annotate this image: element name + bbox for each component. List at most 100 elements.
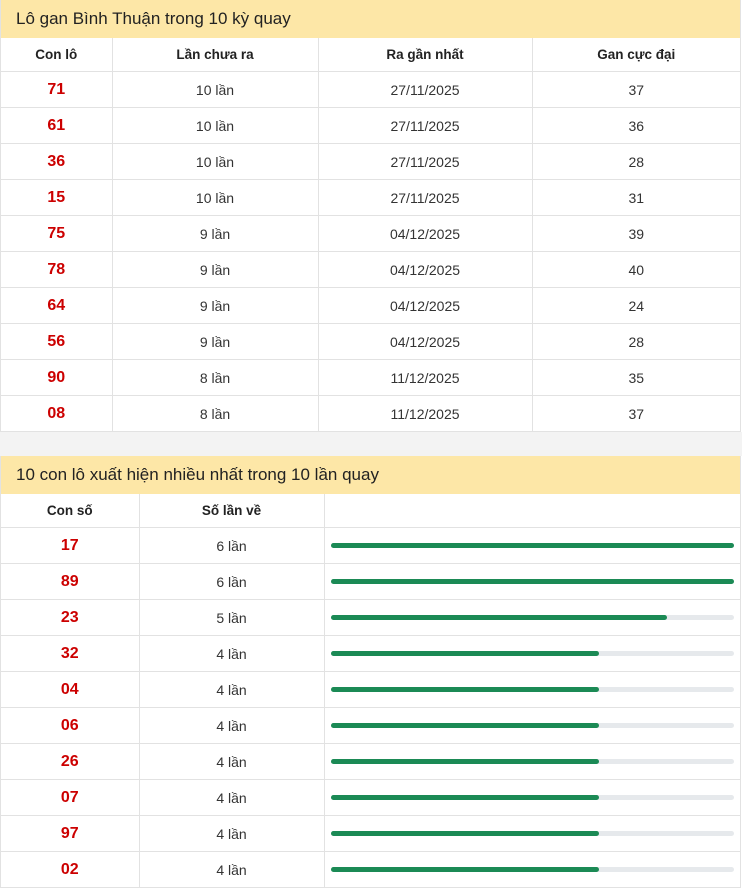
ra-gan-nhat-date: 27/11/2025	[318, 107, 533, 144]
so-number[interactable]: 17	[1, 527, 140, 564]
col-header-con-so: Con số	[1, 494, 140, 528]
frequency-bar-track	[330, 867, 734, 872]
table-row: 90 8 lần 11/12/2025 35	[1, 359, 740, 396]
col-header-con-lo: Con lô	[1, 38, 113, 72]
lo-number[interactable]: 71	[1, 71, 113, 108]
lo-gan-header-row: Con lô Lần chưa ra Ra gần nhất Gan cực đ…	[1, 38, 740, 72]
table-row: 64 9 lần 04/12/2025 24	[1, 287, 740, 324]
ra-gan-nhat-date: 27/11/2025	[318, 71, 533, 108]
col-header-ra-gan-nhat: Ra gần nhất	[318, 38, 533, 72]
freq-header-row: Con số Số lần về	[1, 494, 740, 528]
frequency-bar-cell	[324, 743, 740, 780]
lan-chua-ra: 9 lần	[112, 287, 319, 324]
frequency-bar-cell	[324, 779, 740, 816]
col-header-gan-cuc-dai: Gan cực đại	[532, 38, 740, 72]
table-row: 07 4 lần	[1, 779, 740, 816]
frequency-bar-cell	[324, 563, 740, 600]
frequency-bar-track	[330, 759, 734, 764]
frequency-bar-fill	[330, 759, 600, 764]
col-header-lan-chua-ra: Lần chưa ra	[112, 38, 319, 72]
lo-number[interactable]: 61	[1, 107, 113, 144]
so-number[interactable]: 32	[1, 635, 140, 672]
so-lan-ve: 6 lần	[139, 563, 325, 600]
lan-chua-ra: 9 lần	[112, 215, 319, 252]
table-row: 23 5 lần	[1, 599, 740, 636]
lo-number[interactable]: 36	[1, 143, 113, 180]
table-row: 15 10 lần 27/11/2025 31	[1, 179, 740, 216]
table-row: 17 6 lần	[1, 527, 740, 564]
frequency-bar-fill	[330, 543, 734, 548]
so-lan-ve: 4 lần	[139, 851, 325, 888]
frequency-bar-track	[330, 579, 734, 584]
lan-chua-ra: 9 lần	[112, 251, 319, 288]
ra-gan-nhat-date: 04/12/2025	[318, 287, 533, 324]
so-number[interactable]: 07	[1, 779, 140, 816]
table-row: 97 4 lần	[1, 815, 740, 852]
lo-number[interactable]: 64	[1, 287, 113, 324]
frequency-bar-fill	[330, 651, 600, 656]
table-row: 61 10 lần 27/11/2025 36	[1, 107, 740, 144]
table-row: 56 9 lần 04/12/2025 28	[1, 323, 740, 360]
table-row: 02 4 lần	[1, 851, 740, 888]
table-row: 08 8 lần 11/12/2025 37	[1, 395, 740, 432]
so-number[interactable]: 06	[1, 707, 140, 744]
so-number[interactable]: 02	[1, 851, 140, 888]
lan-chua-ra: 8 lần	[112, 395, 319, 432]
frequency-bar-track	[330, 795, 734, 800]
lo-number[interactable]: 90	[1, 359, 113, 396]
so-number[interactable]: 23	[1, 599, 140, 636]
frequency-bar-cell	[324, 815, 740, 852]
so-number[interactable]: 97	[1, 815, 140, 852]
lo-gan-title: Lô gan Bình Thuận trong 10 kỳ quay	[1, 0, 740, 38]
lo-number[interactable]: 75	[1, 215, 113, 252]
table-row: 71 10 lần 27/11/2025 37	[1, 71, 740, 108]
table-row: 32 4 lần	[1, 635, 740, 672]
lo-number[interactable]: 56	[1, 323, 113, 360]
gan-cuc-dai: 37	[532, 395, 740, 432]
frequency-bar-track	[330, 615, 734, 620]
table-row: 04 4 lần	[1, 671, 740, 708]
lan-chua-ra: 10 lần	[112, 71, 319, 108]
frequency-bar-cell	[324, 599, 740, 636]
lo-number[interactable]: 08	[1, 395, 113, 432]
gan-cuc-dai: 24	[532, 287, 740, 324]
so-lan-ve: 4 lần	[139, 779, 325, 816]
frequency-bar-cell	[324, 527, 740, 564]
section-spacer	[0, 432, 742, 456]
lo-number[interactable]: 78	[1, 251, 113, 288]
freq-table: Con số Số lần về 17 6 lần 89 6 lần 23 5 lần 32…	[1, 494, 740, 888]
lo-number[interactable]: 15	[1, 179, 113, 216]
gan-cuc-dai: 35	[532, 359, 740, 396]
frequency-bar-track	[330, 543, 734, 548]
so-number[interactable]: 04	[1, 671, 140, 708]
ra-gan-nhat-date: 11/12/2025	[318, 395, 533, 432]
lo-gan-panel: Lô gan Bình Thuận trong 10 kỳ quay Con l…	[0, 0, 741, 432]
frequency-bar-fill	[330, 615, 667, 620]
gan-cuc-dai: 28	[532, 323, 740, 360]
gan-cuc-dai: 36	[532, 107, 740, 144]
frequency-bar-fill	[330, 723, 600, 728]
table-row: 78 9 lần 04/12/2025 40	[1, 251, 740, 288]
lan-chua-ra: 9 lần	[112, 323, 319, 360]
gan-cuc-dai: 37	[532, 71, 740, 108]
frequency-bar-cell	[324, 671, 740, 708]
so-lan-ve: 4 lần	[139, 743, 325, 780]
so-number[interactable]: 89	[1, 563, 140, 600]
so-lan-ve: 4 lần	[139, 707, 325, 744]
frequency-bar-fill	[330, 795, 600, 800]
so-lan-ve: 5 lần	[139, 599, 325, 636]
table-row: 26 4 lần	[1, 743, 740, 780]
frequency-bar-cell	[324, 707, 740, 744]
ra-gan-nhat-date: 04/12/2025	[318, 215, 533, 252]
so-lan-ve: 4 lần	[139, 815, 325, 852]
ra-gan-nhat-date: 27/11/2025	[318, 143, 533, 180]
gan-cuc-dai: 39	[532, 215, 740, 252]
frequency-bar-track	[330, 687, 734, 692]
so-lan-ve: 4 lần	[139, 635, 325, 672]
lan-chua-ra: 8 lần	[112, 359, 319, 396]
frequency-bar-track	[330, 831, 734, 836]
frequency-bar-track	[330, 651, 734, 656]
frequency-bar-fill	[330, 579, 734, 584]
table-row: 89 6 lần	[1, 563, 740, 600]
so-number[interactable]: 26	[1, 743, 140, 780]
